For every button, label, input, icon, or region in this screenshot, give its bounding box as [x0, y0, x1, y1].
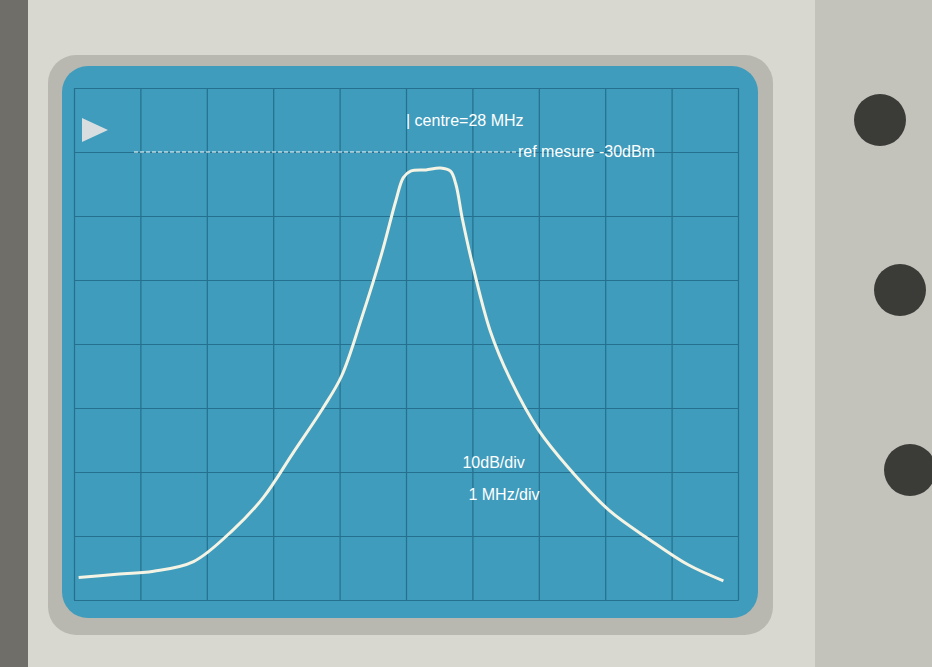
grid-line-y [74, 408, 738, 409]
grid-line-y [74, 88, 738, 89]
vertical-scale-label: 10dB/div [462, 454, 524, 471]
grid-line-y [74, 344, 738, 345]
bezel-edge [0, 0, 28, 667]
spectrum-trace [79, 168, 724, 581]
grid-line-y [74, 536, 738, 537]
grid-line-y [74, 600, 738, 601]
grid-line-y [74, 280, 738, 281]
ref-marker [82, 118, 108, 142]
y-tick [74, 88, 738, 89]
knob [854, 94, 906, 146]
knob [884, 444, 932, 496]
reference-label: ref mesure -30dBm [518, 143, 655, 160]
x-axis [75, 88, 739, 601]
horizontal-scale-label: 1 MHz/div [468, 486, 539, 503]
screen-frame [48, 55, 773, 635]
knob [874, 264, 926, 316]
y-tick [74, 408, 738, 409]
y-tick [74, 600, 738, 601]
y-axis [74, 89, 738, 601]
control-panel [815, 0, 932, 667]
x-axis-line [75, 88, 739, 601]
centre-label: | centre=28 MHz [406, 112, 524, 129]
plot-area [79, 152, 724, 581]
y-tick [74, 344, 738, 345]
grid-line-y [74, 216, 738, 217]
y-tick [74, 280, 738, 281]
x-tick [738, 88, 739, 600]
bezel [0, 0, 932, 667]
y-axis-line [75, 89, 739, 601]
y-tick [74, 536, 738, 537]
grid-line-y [74, 472, 738, 473]
canvas: ref mesure -30dBm | centre=28 MHz 10dB/div… [0, 0, 932, 667]
y-tick [74, 472, 738, 473]
reference-line [134, 151, 516, 152]
y-tick [74, 216, 738, 217]
grid-line-x [738, 88, 739, 600]
screen [62, 66, 758, 618]
